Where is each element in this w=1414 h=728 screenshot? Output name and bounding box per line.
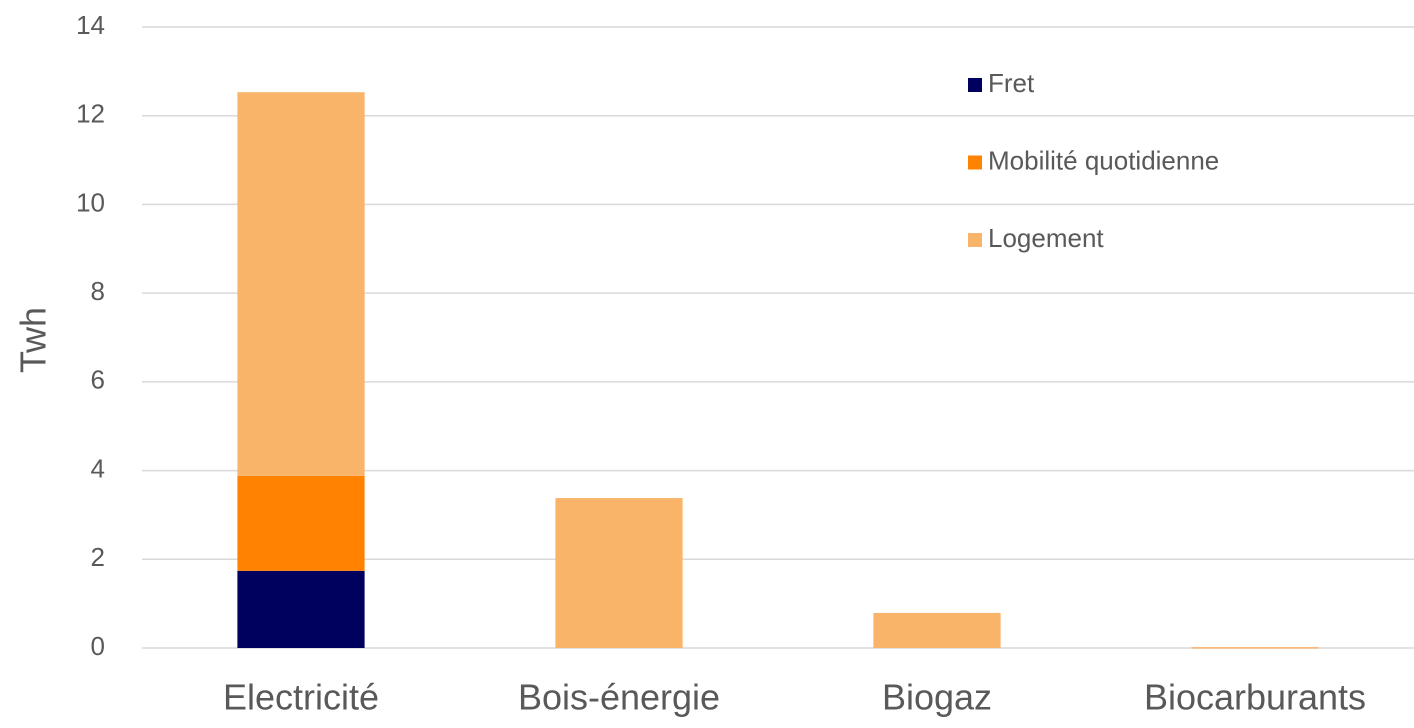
bar-segment xyxy=(237,92,365,476)
bar-segment xyxy=(237,570,365,648)
legend-swatch xyxy=(968,78,982,92)
x-tick-label: Bois-énergie xyxy=(518,677,720,718)
y-tick-label: 4 xyxy=(91,453,105,483)
x-tick-label: Biocarburants xyxy=(1144,677,1366,718)
legend-label: Logement xyxy=(988,223,1104,253)
y-tick-label: 14 xyxy=(76,10,105,40)
y-tick-label: 8 xyxy=(91,276,105,306)
bar-segment xyxy=(1191,647,1319,649)
y-tick-label: 0 xyxy=(91,631,105,661)
y-tick-label: 12 xyxy=(76,99,105,129)
y-tick-label: 6 xyxy=(91,365,105,395)
y-tick-label: 2 xyxy=(91,542,105,572)
bar-segment xyxy=(555,498,683,648)
legend-label: Mobilité quotidienne xyxy=(988,145,1219,175)
legend-label: Fret xyxy=(988,68,1035,98)
x-tick-label: Electricité xyxy=(223,677,379,718)
y-tick-label: 10 xyxy=(76,187,105,217)
bar-segment xyxy=(237,475,365,571)
y-axis-label: Twh xyxy=(13,307,54,373)
bar-segment xyxy=(873,612,1001,648)
x-tick-label: Biogaz xyxy=(882,677,992,718)
legend-swatch xyxy=(968,233,982,247)
legend-swatch xyxy=(968,155,982,170)
